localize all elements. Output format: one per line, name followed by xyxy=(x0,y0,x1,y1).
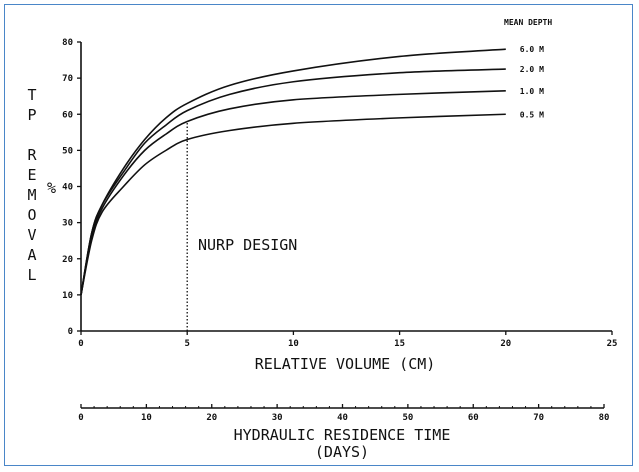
series-line-0-5-m xyxy=(80,113,506,296)
series-label: 6.0 M xyxy=(520,45,544,54)
secondary-tick-label: 60 xyxy=(468,413,479,423)
series-line-1-0-m xyxy=(80,89,506,296)
y-axis-label-letter: E xyxy=(27,166,36,184)
secondary-tick-label: 50 xyxy=(402,413,413,423)
y-tick-label: 0 xyxy=(68,327,73,337)
y-tick-label: 80 xyxy=(62,38,73,48)
y-tick-label: 50 xyxy=(62,146,73,156)
y-tick-label: 20 xyxy=(62,255,73,265)
y-axis-label-letter: R xyxy=(27,146,37,164)
series-line-2-0-m xyxy=(80,68,506,296)
y-tick-label: 30 xyxy=(62,219,73,229)
y-axis-unit: % xyxy=(47,179,56,197)
secondary-axis-unit: (DAYS) xyxy=(315,443,369,461)
y-axis-label-letter: A xyxy=(27,246,36,264)
series-line-6-0-m xyxy=(80,48,506,296)
series-label: 1.0 M xyxy=(520,87,544,96)
y-tick-label: 70 xyxy=(62,74,73,84)
y-tick-label: 60 xyxy=(62,110,73,120)
y-tick-label: 10 xyxy=(62,291,73,301)
y-axis-label-letter: V xyxy=(27,226,36,244)
secondary-tick-label: 80 xyxy=(599,413,610,423)
secondary-tick-label: 70 xyxy=(533,413,544,423)
y-axis-label-letter: M xyxy=(27,186,36,204)
nurp-design-label: NURP DESIGN xyxy=(198,236,297,254)
x-tick-label: 5 xyxy=(184,339,189,349)
x-tick-label: 25 xyxy=(607,339,618,349)
x-tick-label: 0 xyxy=(78,339,83,349)
y-axis-label-letter: L xyxy=(27,266,36,284)
series-label: 0.5 M xyxy=(520,110,544,119)
secondary-tick-label: 30 xyxy=(272,413,283,423)
x-tick-label: 15 xyxy=(394,339,405,349)
secondary-tick-label: 10 xyxy=(141,413,152,423)
series-label: 2.0 M xyxy=(520,65,544,74)
x-axis-label: RELATIVE VOLUME (CM) xyxy=(255,355,436,373)
figure-frame xyxy=(4,4,633,466)
x-tick-label: 20 xyxy=(500,339,511,349)
y-axis-label-letter: P xyxy=(27,106,36,124)
secondary-tick-label: 20 xyxy=(206,413,217,423)
x-tick-label: 10 xyxy=(288,339,299,349)
y-axis-label-letter: T xyxy=(27,86,36,104)
secondary-axis-label: HYDRAULIC RESIDENCE TIME xyxy=(234,426,451,444)
secondary-tick-label: 40 xyxy=(337,413,348,423)
y-tick-label: 40 xyxy=(62,183,73,193)
secondary-tick-label: 0 xyxy=(78,413,83,423)
legend-title: MEAN DEPTH xyxy=(504,18,552,27)
y-axis-label-letter: O xyxy=(27,206,36,224)
